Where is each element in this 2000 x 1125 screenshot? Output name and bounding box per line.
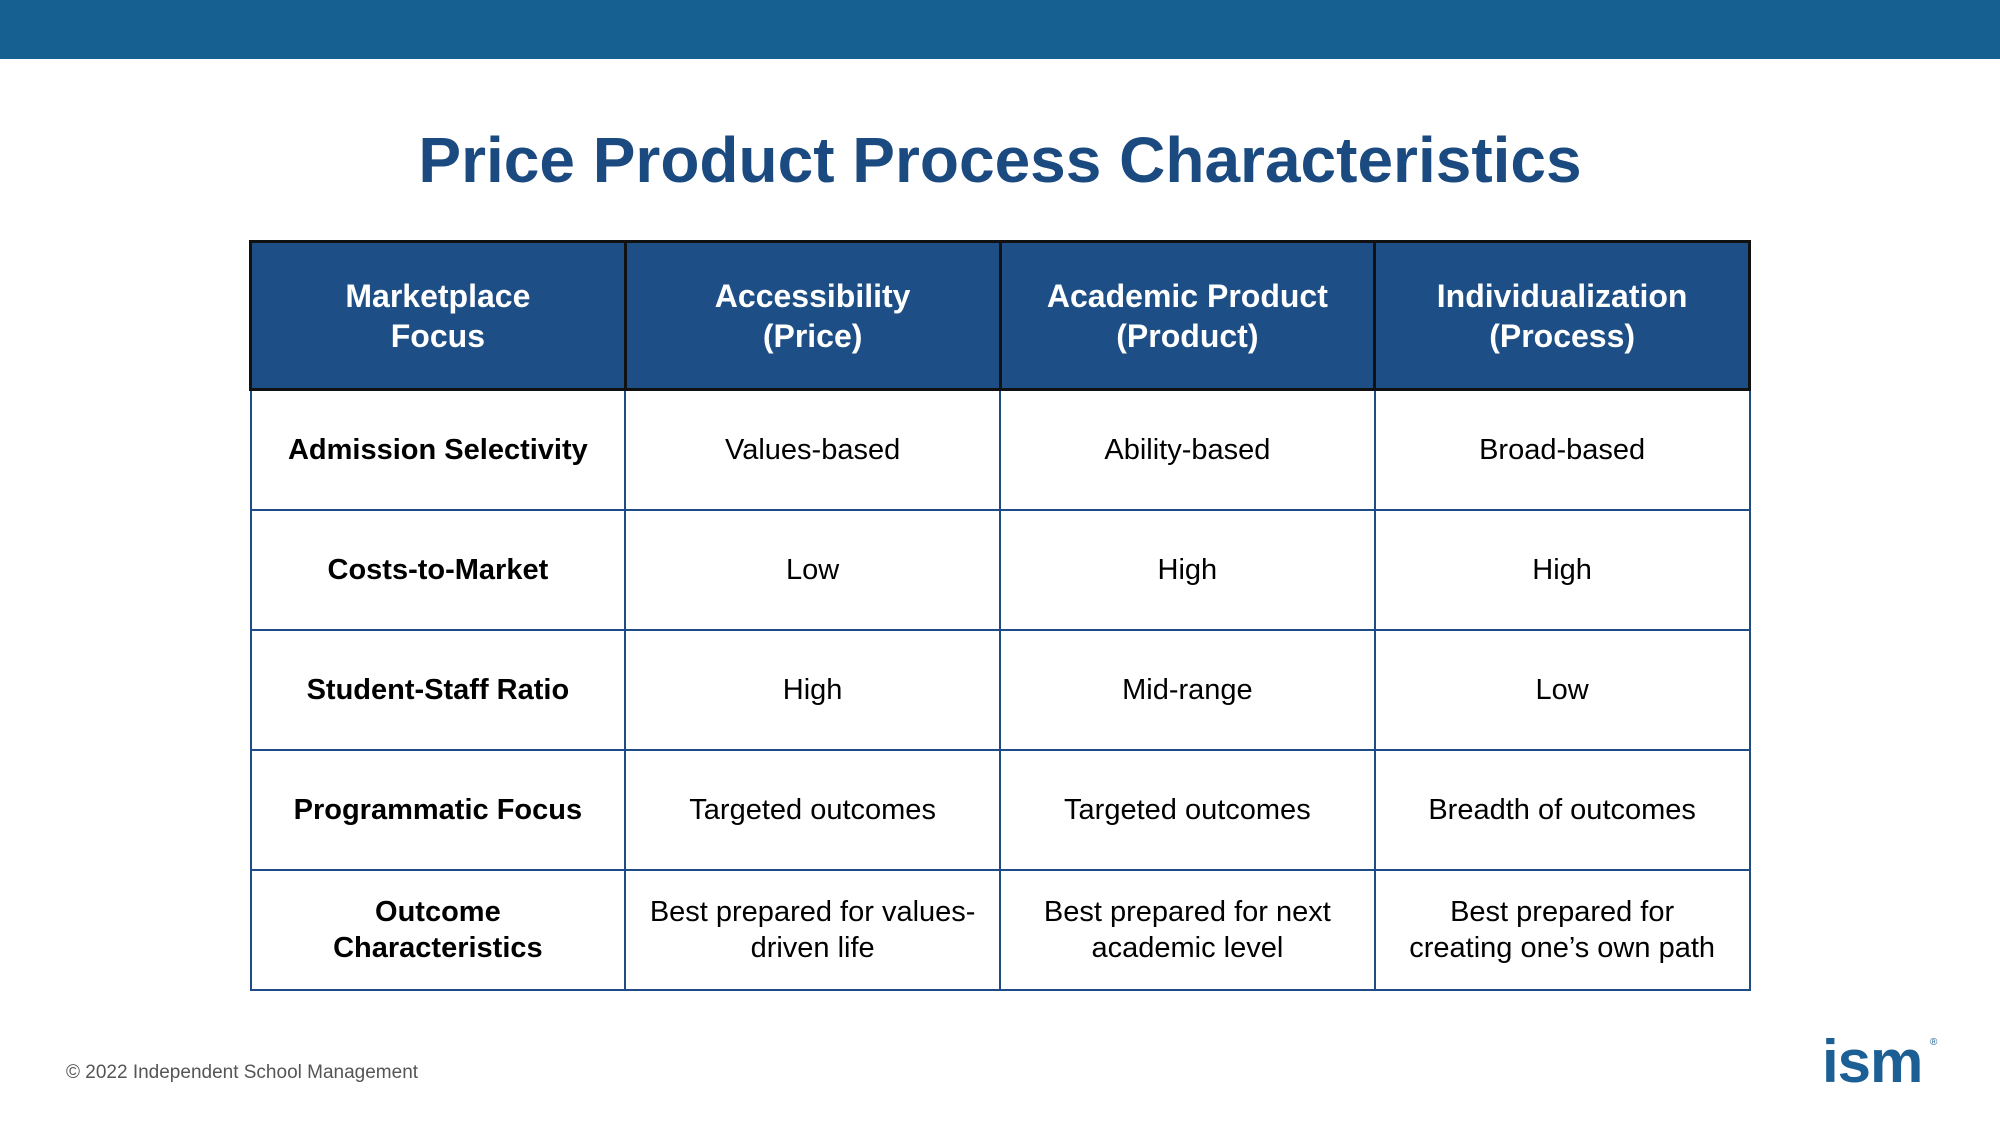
cell-line: Low (786, 553, 840, 586)
cell-line: Ability-based (1104, 433, 1271, 466)
row-label: Costs-to-Market (249, 508, 627, 631)
header-academic-product: Academic Product (Product) (998, 240, 1377, 391)
cell-line: High (1532, 553, 1592, 586)
cell-line: High (782, 673, 843, 706)
table-cell: Breadth of outcomes (1373, 748, 1751, 871)
header-line: Accessibility (714, 277, 911, 314)
row-label: Outcome Characteristics (249, 868, 627, 991)
table-row: Admission Selectivity Values-based Abili… (249, 388, 1751, 511)
cell-line: Targeted outcomes (1064, 793, 1311, 826)
table-cell: Low (624, 508, 1001, 631)
cell-line: Admission Selectivity (287, 433, 588, 466)
header-line: (Process) (1489, 317, 1636, 354)
table-cell: Targeted outcomes (999, 748, 1376, 871)
row-label: Student-Staff Ratio (249, 628, 627, 751)
header-row: Marketplace Focus Accessibility (Price) … (249, 240, 1751, 391)
table-cell: Values-based (624, 388, 1001, 511)
header-marketplace-focus: Marketplace Focus (249, 240, 627, 391)
table-row: Student-Staff Ratio High Mid-range Low (249, 628, 1751, 751)
cell-line: Costs-to-Market (327, 553, 549, 586)
cell-line: Outcome (375, 895, 501, 928)
characteristics-table: Marketplace Focus Accessibility (Price) … (249, 240, 1751, 991)
cell-line: driven life (750, 931, 875, 964)
cell-line: Best prepared for next (1043, 895, 1331, 928)
cell-line: Best prepared for (1450, 895, 1675, 928)
cell-line: Characteristics (333, 931, 543, 964)
cell-line: academic level (1091, 931, 1284, 964)
top-banner (0, 0, 2000, 59)
header-line: (Product) (1116, 317, 1259, 354)
table-cell: Mid-range (999, 628, 1376, 751)
header-line: Focus (390, 317, 485, 354)
header-line: Marketplace (345, 277, 531, 314)
table-cell: Low (1373, 628, 1751, 751)
table-row: Programmatic Focus Targeted outcomes Tar… (249, 748, 1751, 871)
page-title: Price Product Process Characteristics (418, 124, 1582, 196)
table-body: Admission Selectivity Values-based Abili… (249, 388, 1751, 991)
cell-line: Values-based (725, 433, 901, 466)
table-row: Costs-to-Market Low High High (249, 508, 1751, 631)
logo-text: ism (1822, 1028, 1923, 1095)
header-line: (Price) (762, 317, 863, 354)
table-cell: Best prepared for next academic level (999, 868, 1376, 991)
cell-line: High (1157, 553, 1218, 586)
table-cell: High (624, 628, 1001, 751)
cell-line: Mid-range (1122, 673, 1253, 706)
table-cell: Broad-based (1373, 388, 1751, 511)
registered-mark-icon: ® (1930, 1037, 1937, 1048)
table-cell: High (1373, 508, 1751, 631)
row-label: Programmatic Focus (249, 748, 627, 871)
row-label: Admission Selectivity (249, 388, 627, 511)
header-accessibility: Accessibility (Price) (623, 240, 1002, 391)
table-cell: Best prepared for creating one’s own pat… (1373, 868, 1751, 991)
cell-line: creating one’s own path (1409, 931, 1716, 964)
header-line: Academic Product (1046, 277, 1328, 314)
cell-line: Programmatic Focus (293, 793, 583, 826)
header-individualization: Individualization (Process) (1373, 240, 1751, 391)
cell-line: Best prepared for values- (649, 895, 976, 928)
table-cell: Best prepared for values- driven life (624, 868, 1001, 991)
cell-line: Low (1535, 673, 1589, 706)
table-cell: High (999, 508, 1376, 631)
header-line: Individualization (1436, 277, 1688, 314)
table-row: Outcome Characteristics Best prepared fo… (249, 868, 1751, 991)
cell-line: Breadth of outcomes (1428, 793, 1696, 826)
table-cell: Ability-based (999, 388, 1376, 511)
cell-line: Student-Staff Ratio (306, 673, 570, 706)
cell-line: Broad-based (1479, 433, 1646, 466)
cell-line: Targeted outcomes (689, 793, 936, 826)
table-header: Marketplace Focus Accessibility (Price) … (249, 240, 1751, 391)
table-cell: Targeted outcomes (624, 748, 1001, 871)
copyright-notice: © 2022 Independent School Management (66, 1062, 419, 1083)
ism-logo: ism ® (1822, 1032, 1937, 1092)
